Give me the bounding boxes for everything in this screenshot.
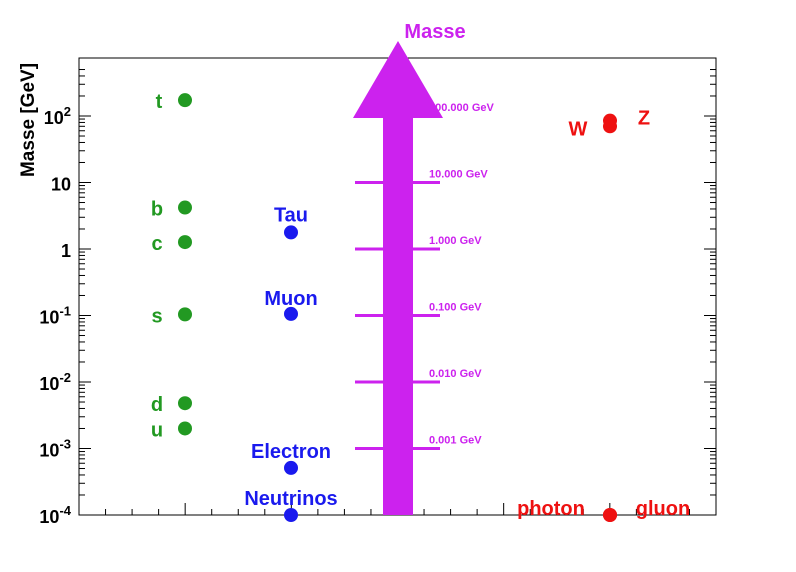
particle-tau: Tau: [274, 204, 308, 240]
particle-c: c: [151, 233, 192, 255]
particle-label: t: [156, 91, 163, 113]
particle-label: photon: [517, 498, 585, 520]
y-tick-label: 1: [61, 241, 71, 261]
particle-label: b: [151, 199, 163, 221]
arrow-scale-label: 0.010 GeV: [429, 368, 482, 380]
y-tick-label-text: 10-3: [39, 437, 71, 461]
y-tick-label-text: 1: [61, 241, 71, 261]
particle-marker: [284, 225, 298, 240]
arrow-scale-label: 0.100 GeV: [429, 302, 482, 314]
x-axis: [78, 503, 717, 515]
particle-marker: [178, 421, 192, 436]
particle-d: d: [151, 394, 192, 416]
particle-z: Z: [603, 108, 650, 130]
particle-gluon: gluon: [603, 498, 690, 522]
y-tick-label-text: 10-1: [39, 304, 71, 328]
y-tick-label: 10-1: [39, 304, 71, 328]
particle-muon: Muon: [264, 288, 318, 321]
particle-label: u: [151, 419, 163, 441]
particle-photon: photon: [517, 498, 617, 522]
particle-label: s: [151, 305, 162, 327]
particle-label: d: [151, 394, 163, 416]
arrow-scale-label: 10.000 GeV: [429, 169, 488, 181]
particle-neutrinos: Neutrinos: [244, 488, 338, 522]
particle-label: gluon: [636, 498, 690, 520]
particle-marker: [178, 307, 192, 322]
y-tick-label-text: 10-4: [39, 503, 71, 527]
y-tick-label-text: 102: [44, 104, 71, 128]
arrow-head: [353, 41, 443, 118]
particle-marker: [284, 460, 298, 475]
arrow-scale-label: 1.000 GeV: [429, 235, 482, 247]
particle-label: Electron: [251, 441, 331, 463]
particle-marker: [284, 508, 298, 522]
particle-marker: [178, 235, 192, 250]
particle-marker: [603, 508, 617, 522]
mass-arrow: Masse 100.000 GeV 10.000 GeV 1.000 GeV 0.100…: [353, 21, 494, 515]
particle-b: b: [151, 199, 192, 221]
particle-electron: Electron: [251, 441, 331, 475]
particle-u: u: [151, 419, 192, 441]
particle-label: Tau: [274, 204, 308, 226]
arrow-scale-label: 100.000 GeV: [429, 102, 494, 114]
y-tick-label: 10-3: [39, 437, 71, 461]
particle-label: c: [151, 233, 162, 255]
particle-label: Neutrinos: [244, 488, 337, 510]
particle-s: s: [151, 305, 192, 327]
particle-marker: [603, 113, 617, 128]
particle-t: t: [156, 91, 192, 113]
y-axis-label: Masse [GeV]: [18, 63, 39, 177]
y-tick-label-text: 10: [51, 175, 71, 195]
particle-marker: [178, 396, 192, 411]
arrow-title: Masse: [404, 21, 465, 43]
y-tick-label: 10-2: [39, 370, 71, 394]
particle-label: Z: [638, 108, 650, 130]
particle-marker: [284, 306, 298, 321]
y-tick-label: 10-4: [39, 503, 71, 527]
y-tick-label: 10: [51, 175, 71, 195]
particle-marker: [178, 200, 192, 215]
y-tick-label: 102: [44, 104, 71, 128]
y-tick-label-text: 10-2: [39, 370, 71, 394]
particle-label: W: [569, 118, 588, 140]
particle-label: Muon: [264, 288, 317, 310]
arrow-scale-label: 0.001 GeV: [429, 435, 482, 447]
particle-marker: [178, 93, 192, 108]
y-axis: 10-4 10-3 10-2 10-1 1 10 102: [39, 69, 716, 527]
